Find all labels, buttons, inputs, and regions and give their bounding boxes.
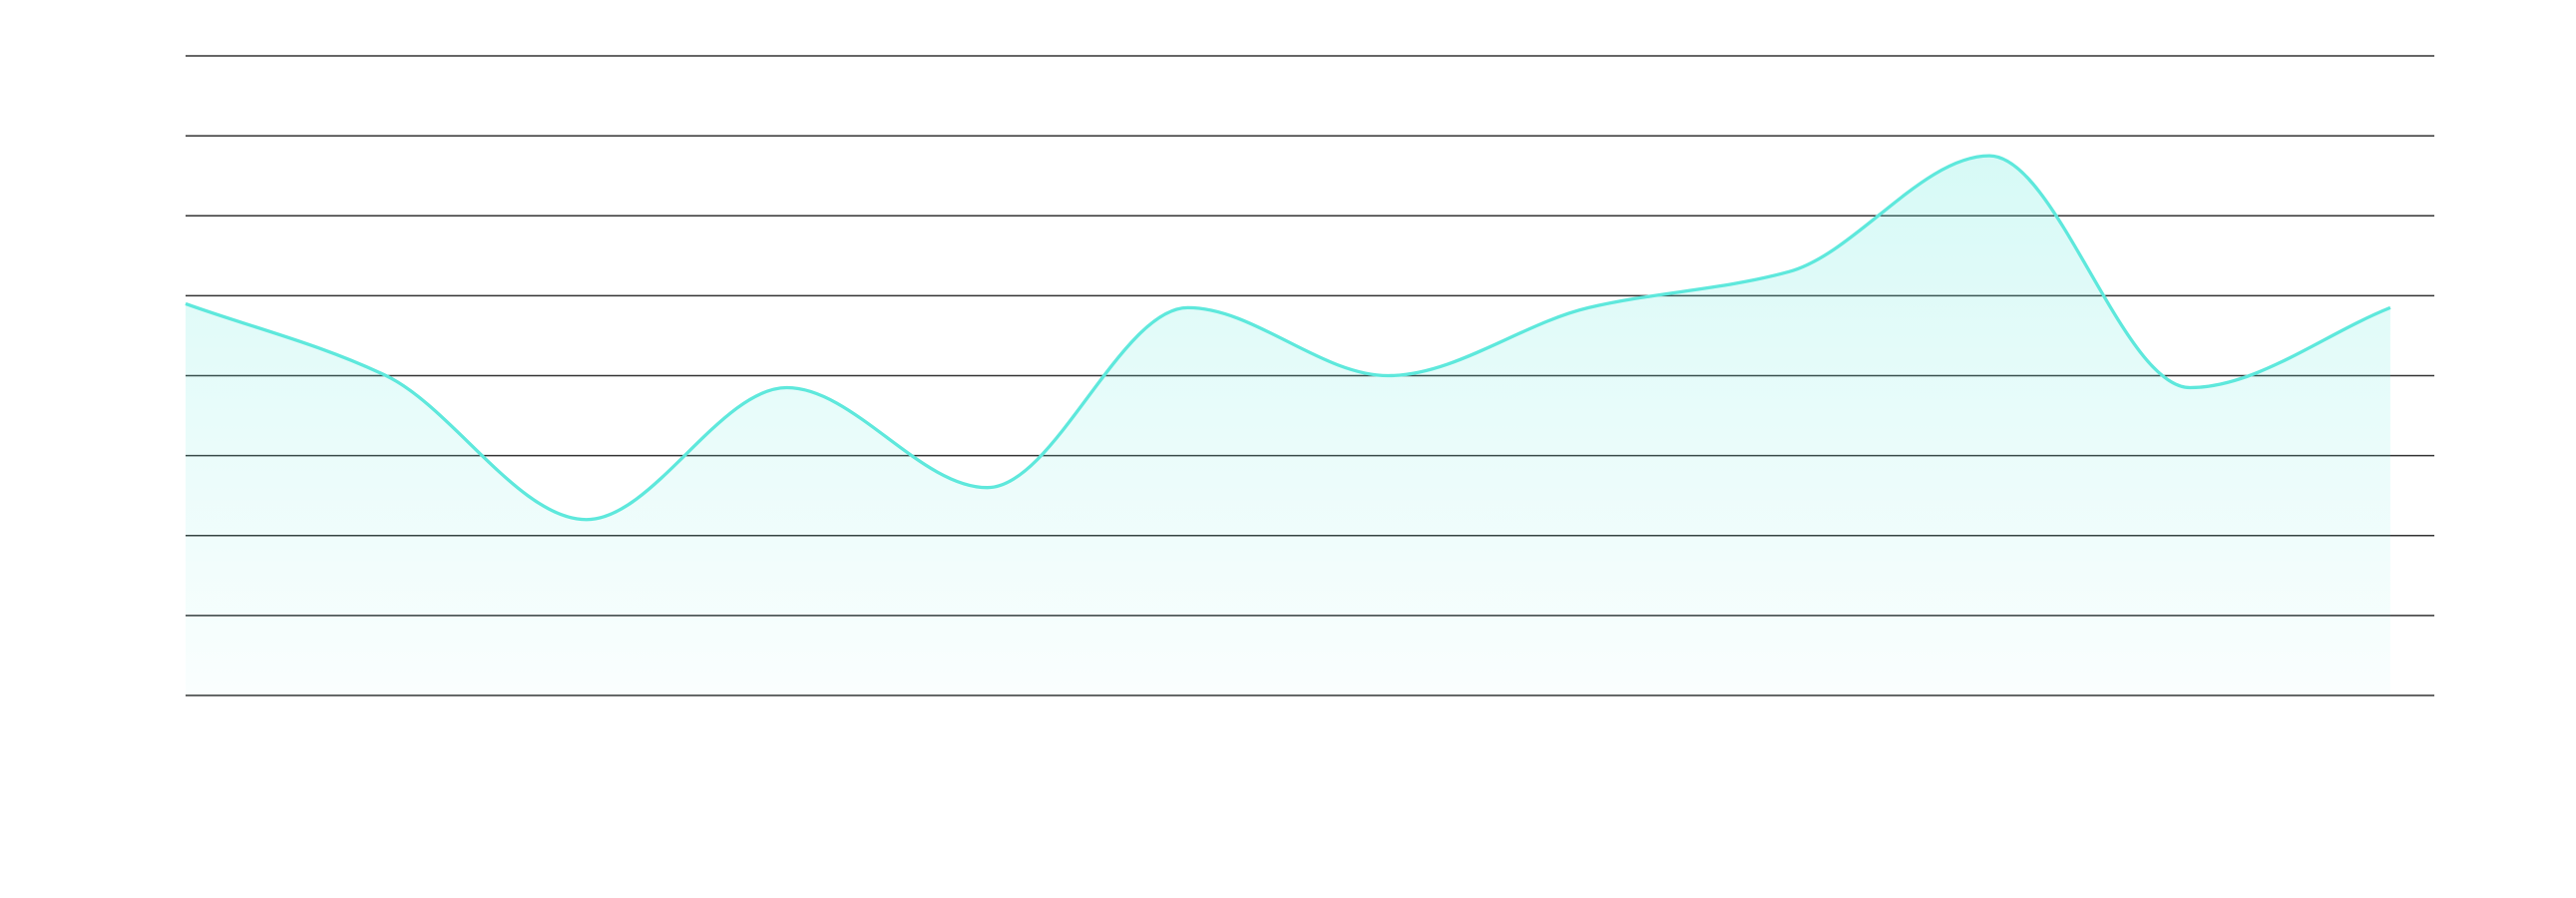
area-fill (186, 156, 2390, 695)
line (185, 154, 2391, 522)
